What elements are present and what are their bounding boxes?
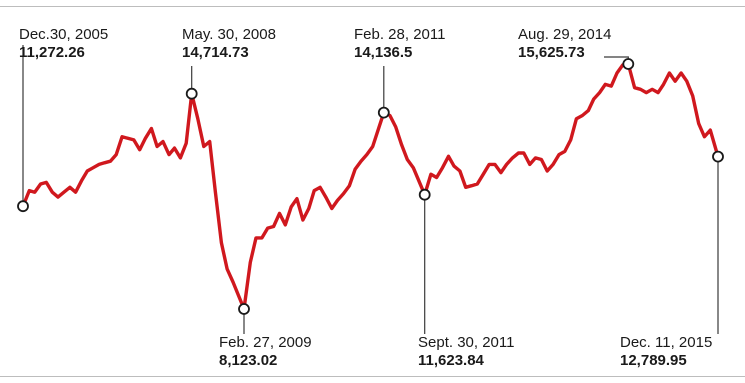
data-point-marker (17, 200, 29, 213)
data-point-marker (712, 150, 724, 163)
annotation-date: May. 30, 2008 (182, 26, 276, 43)
annotation-feb-2009: Feb. 27, 2009 8,123.02 (219, 334, 312, 370)
annotation-value: 14,714.73 (182, 44, 249, 61)
marker-group (17, 58, 724, 315)
data-point-marker (377, 106, 390, 119)
data-point-marker (418, 188, 431, 201)
annotation-value: 15,625.73 (518, 44, 585, 61)
annotation-dec-2005: Dec.30, 2005 11,272.26 (19, 26, 108, 62)
top-rule (0, 6, 745, 7)
annotation-may-2008: May. 30, 2008 14,714.73 (182, 26, 276, 62)
series-line-dow (21, 62, 720, 311)
annotation-value: 11,272.26 (19, 44, 85, 61)
annotation-date: Feb. 28, 2011 (354, 26, 446, 43)
data-point-marker (238, 303, 250, 315)
annotation-date: Sept. 30, 2011 (418, 334, 515, 351)
annotation-feb-2011: Feb. 28, 2011 14,136.5 (354, 26, 445, 62)
annotation-date: Feb. 27, 2009 (219, 334, 312, 351)
bottom-rule (0, 376, 745, 377)
annotation-value: 14,136.5 (354, 44, 413, 61)
annotation-date: Aug. 29, 2014 (518, 26, 612, 43)
annotation-date: Dec. 11, 2015 (620, 334, 713, 351)
annotation-value: 12,789.95 (620, 352, 687, 369)
annotation-value: 8,123.02 (219, 352, 278, 369)
data-point-marker (622, 58, 635, 70)
leader-lines (22, 45, 719, 334)
data-point-marker (185, 87, 198, 100)
annotation-dec-2015: Dec. 11, 2015 12,789.95 (620, 334, 712, 370)
annotation-sept-2011: Sept. 30, 2011 11,623.84 (418, 334, 514, 370)
annotation-aug-2014: Aug. 29, 2014 15,625.73 (518, 26, 611, 62)
annotation-value: 11,623.84 (418, 352, 484, 369)
annotation-date: Dec.30, 2005 (19, 26, 109, 43)
